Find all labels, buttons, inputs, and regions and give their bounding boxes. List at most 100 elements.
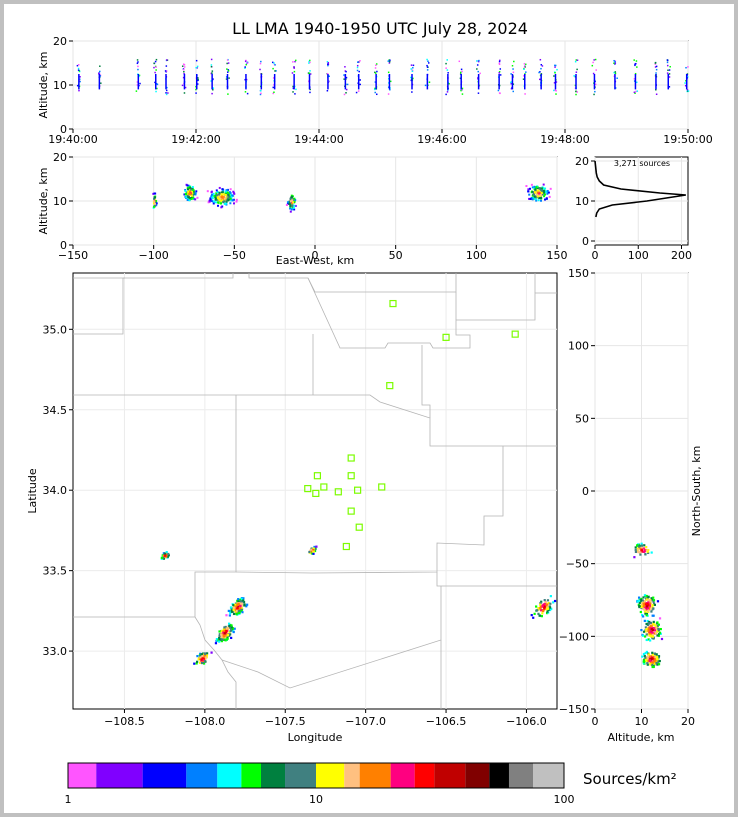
pl-point [205,652,209,655]
pl-point [544,606,547,609]
th-point [212,78,214,80]
pl-point [310,550,314,554]
th-point [244,60,247,63]
ew-point [540,199,543,202]
ns-point [649,625,652,628]
pl-xtick-label: −106.5 [426,715,467,728]
ns-point [641,655,644,658]
th-point [245,63,248,66]
ns-point [656,658,659,661]
ew-xtick-label: 150 [547,249,568,262]
th-point [343,93,346,96]
th-point [510,73,512,75]
th-point [166,86,168,89]
pl-point [242,597,245,600]
th-point [614,71,617,73]
th-point [668,76,671,78]
ns-point [651,603,654,607]
colorbar-cell [260,763,286,788]
pl-point [541,612,544,615]
pl-point [218,633,221,636]
th-point [273,91,275,93]
pl-point [549,608,552,612]
ew-height-panel: −150 −100 −50 0 50 100 150 0 10 20 Altitude, km E… [37,151,568,267]
pl-point [220,631,223,635]
th-core [98,74,101,90]
th-point [79,76,81,78]
ns-point [656,624,659,628]
th-point [655,93,658,96]
pl-point [200,658,203,661]
th-point [686,89,689,91]
ns-xtick-label: 0 [592,715,599,728]
pl-point [221,629,224,633]
pl-point [533,612,536,615]
ns-point [643,600,647,603]
pl-point [539,603,542,606]
ns-point [655,660,658,663]
th-point [411,69,414,71]
th-point [326,61,329,63]
ew-point [533,187,536,190]
pl-point [543,603,546,606]
ns-point [653,632,656,635]
ew-point [224,190,227,193]
th-point [195,88,197,91]
th-point [292,61,294,63]
ns-point [645,614,648,617]
th-xtick-label: 19:42:00 [171,133,220,146]
pl-point [167,552,170,556]
pl-xtick-label: −106.0 [506,715,547,728]
ew-point [210,199,213,202]
ew-point [190,188,193,191]
ew-point [187,190,190,193]
ns-point [645,545,648,549]
th-core [411,74,413,90]
th-point [510,87,513,90]
ew-point [232,191,235,194]
th-point [181,65,184,67]
ns-point [639,553,642,556]
ew-point [216,198,219,201]
ew-point [233,202,236,205]
ew-point [291,199,294,202]
th-point [77,69,80,71]
pl-point [228,631,231,634]
th-point [633,91,636,94]
pl-point [313,548,317,551]
th-point [77,64,80,66]
ew-point [292,206,295,209]
ew-point [231,194,234,197]
ew-point [533,195,536,198]
th-point [446,69,449,71]
th-point [153,62,155,65]
ns-point [637,596,641,599]
ns-point [645,597,648,600]
th-point [410,64,413,66]
th-point [165,65,168,67]
pl-point [243,604,246,607]
ns-point [642,550,645,553]
pl-point [238,598,241,601]
th-point [138,75,140,77]
pl-point [530,614,533,617]
pl-point [236,603,239,606]
th-point [164,70,167,72]
pl-point [549,602,552,605]
th-point [461,88,463,91]
ew-point [220,206,223,209]
pl-point [237,608,241,611]
ew-point [213,194,216,197]
th-point [139,82,141,85]
ns-point [650,634,653,638]
th-point [271,61,274,64]
th-point [244,66,246,68]
plan-ylabel: Latitude [26,468,39,514]
ns-point [652,620,655,624]
ew-point [196,196,199,199]
ns-point [652,614,655,617]
ew-point [286,201,289,204]
ew-point [186,187,189,190]
th-point [426,64,428,67]
ns-point [646,607,650,610]
